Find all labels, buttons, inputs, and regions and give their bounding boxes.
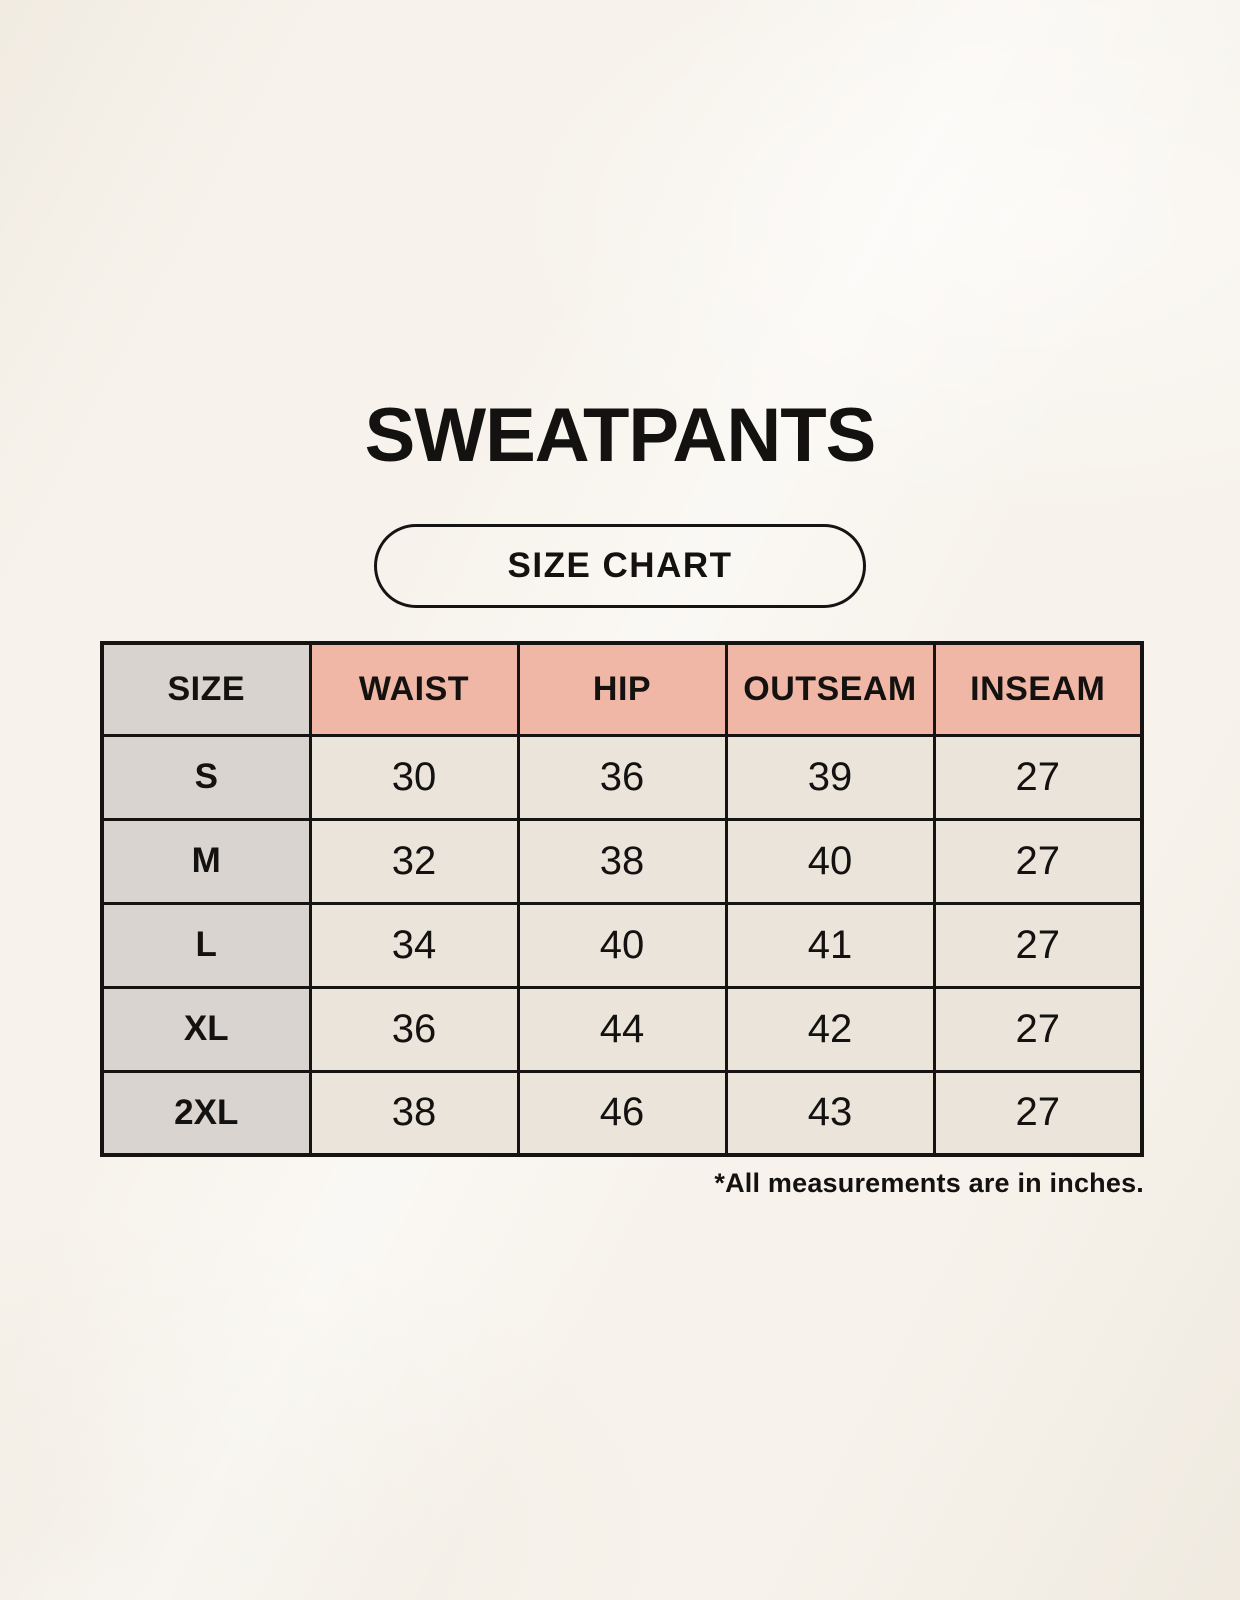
size-table: SIZE WAIST HIP OUTSEAM INSEAM S 30 36 39 27 M 32 38…	[100, 641, 1144, 1157]
measurement-cell: 41	[724, 901, 936, 989]
measurement-cell: 27	[932, 985, 1144, 1073]
table-row: 2XL 38 46 43 27	[100, 1069, 1144, 1157]
measurements-footnote: *All measurements are in inches.	[714, 1168, 1144, 1198]
table-row: XL 36 44 42 27	[100, 985, 1144, 1073]
measurement-cell: 46	[516, 1069, 728, 1157]
measurement-cell: 40	[516, 901, 728, 989]
measurement-cell: 27	[932, 733, 1144, 821]
column-header: HIP	[516, 641, 728, 737]
row-header-size: S	[100, 733, 312, 821]
measurement-cell: 27	[932, 901, 1144, 989]
table-row: M 32 38 40 27	[100, 817, 1144, 905]
measurement-cell: 42	[724, 985, 936, 1073]
measurement-cell: 36	[308, 985, 520, 1073]
measurement-cell: 43	[724, 1069, 936, 1157]
table-row: S 30 36 39 27	[100, 733, 1144, 821]
measurement-cell: 40	[724, 817, 936, 905]
column-header: WAIST	[308, 641, 520, 737]
column-header-size: SIZE	[100, 641, 312, 737]
measurement-cell: 39	[724, 733, 936, 821]
column-header: INSEAM	[932, 641, 1144, 737]
table-header-row: SIZE WAIST HIP OUTSEAM INSEAM	[100, 641, 1144, 737]
measurement-cell: 36	[516, 733, 728, 821]
measurement-cell: 27	[932, 817, 1144, 905]
measurement-cell: 38	[308, 1069, 520, 1157]
row-header-size: XL	[100, 985, 312, 1073]
column-header: OUTSEAM	[724, 641, 936, 737]
page-title: SWEATPANTS	[364, 393, 877, 478]
measurement-cell: 27	[932, 1069, 1144, 1157]
measurement-cell: 38	[516, 817, 728, 905]
table-body: S 30 36 39 27 M 32 38 40 27 L 34 40 41 27 XL 36 44 42 27 2XL…	[100, 733, 1144, 1157]
measurement-cell: 32	[308, 817, 520, 905]
measurement-cell: 30	[308, 733, 520, 821]
measurement-cell: 44	[516, 985, 728, 1073]
table-row: L 34 40 41 27	[100, 901, 1144, 989]
measurement-cell: 34	[308, 901, 520, 989]
size-chart-badge-label: SIZE CHART	[507, 546, 733, 585]
row-header-size: L	[100, 901, 312, 989]
row-header-size: 2XL	[100, 1069, 312, 1157]
size-chart-badge: SIZE CHART	[374, 524, 866, 608]
row-header-size: M	[100, 817, 312, 905]
